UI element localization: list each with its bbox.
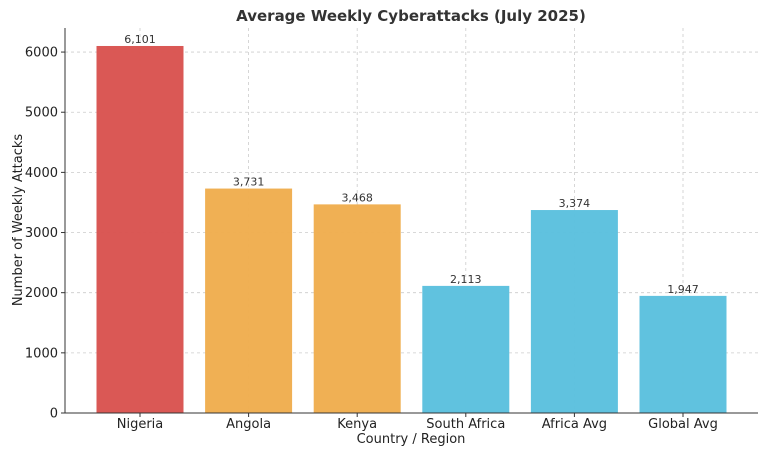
data-label: 3,731 xyxy=(233,176,265,189)
y-axis-label: Number of Weekly Attacks xyxy=(11,134,26,307)
data-label: 1,947 xyxy=(667,283,699,296)
y-tick-label: 2000 xyxy=(25,286,58,301)
x-tick-label: Africa Avg xyxy=(542,417,607,432)
data-label: 6,101 xyxy=(124,33,156,46)
bar-global-avg xyxy=(639,295,727,413)
bar-africa-avg xyxy=(530,210,618,413)
y-tick-label: 0 xyxy=(50,407,58,422)
bar-nigeria xyxy=(96,45,184,413)
x-tick-label: Nigeria xyxy=(117,417,164,432)
y-tick-layer: 0 1000 2000 3000 4000 5000 6000 xyxy=(25,46,65,422)
x-tick-label: South Africa xyxy=(426,417,505,432)
axis-layer xyxy=(64,28,758,414)
y-tick-label: 4000 xyxy=(25,166,58,181)
x-tick-layer: Nigeria Angola Kenya South Africa Africa Avg… xyxy=(117,413,718,432)
y-tick-label: 1000 xyxy=(25,346,58,361)
bar-layer xyxy=(96,45,727,413)
data-label: 3,468 xyxy=(341,191,373,204)
data-label: 2,113 xyxy=(450,273,482,286)
chart-title: Average Weekly Cyberattacks (July 2025) xyxy=(236,7,586,25)
data-label-layer: 6,101 3,731 3,468 2,113 3,374 1,947 xyxy=(124,33,699,296)
x-tick-label: Kenya xyxy=(337,417,377,432)
bar-kenya xyxy=(313,204,401,413)
bar-angola xyxy=(205,188,293,413)
y-tick-label: 5000 xyxy=(25,106,58,121)
bar-south-africa xyxy=(422,285,510,413)
x-tick-label: Global Avg xyxy=(648,417,718,432)
y-tick-label: 3000 xyxy=(25,226,58,241)
y-tick-label: 6000 xyxy=(25,46,58,61)
data-label: 3,374 xyxy=(559,197,591,210)
x-tick-label: Angola xyxy=(226,417,271,432)
x-axis-label: Country / Region xyxy=(357,432,466,447)
